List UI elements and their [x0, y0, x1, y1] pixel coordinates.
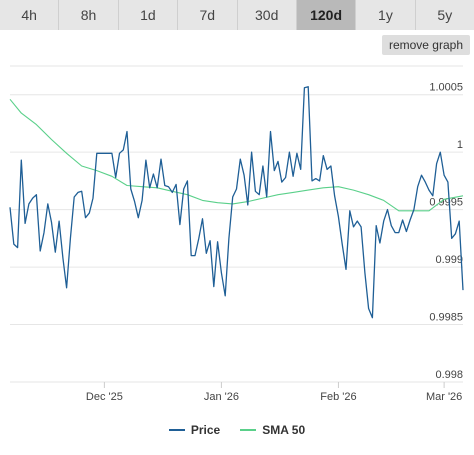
x-axis-labels: Dec '25 Jan '26 Feb '26 Mar '26 — [86, 382, 462, 403]
price-line — [9, 86, 464, 319]
tab-30d[interactable]: 30d — [237, 0, 297, 30]
tab-1d[interactable]: 1d — [118, 0, 179, 30]
tab-5y[interactable]: 5y — [415, 0, 474, 30]
legend-label-price: Price — [190, 423, 221, 437]
tab-4h[interactable]: 4h — [0, 0, 60, 30]
x-tick-label: Jan '26 — [204, 391, 239, 403]
y-tick-label: 1 — [457, 139, 463, 151]
y-tick-label: 0.9995 — [429, 197, 463, 209]
chart-legend: Price SMA 50 — [0, 420, 474, 440]
legend-item-price[interactable]: Price — [168, 423, 221, 437]
time-range-tabs: 4h 8h 1d 7d 30d 120d 1y 5y — [0, 0, 474, 30]
x-tick-label: Dec '25 — [86, 391, 123, 403]
x-tick-label: Feb '26 — [320, 391, 356, 403]
tab-8h[interactable]: 8h — [59, 0, 119, 30]
legend-swatch-sma — [240, 429, 257, 431]
tab-120d[interactable]: 120d — [296, 0, 357, 30]
y-tick-label: 0.9985 — [429, 312, 463, 324]
sma-50-line — [9, 98, 464, 212]
series-lines — [9, 86, 464, 319]
legend-item-sma[interactable]: SMA 50 — [240, 423, 305, 437]
x-tick-label: Mar '26 — [426, 391, 462, 403]
tab-7d[interactable]: 7d — [178, 0, 238, 30]
y-axis-labels: 0.998 0.9985 0.999 0.9995 1 1.0005 — [429, 82, 463, 381]
remove-graph-button[interactable]: remove graph — [381, 35, 470, 55]
legend-swatch-price — [168, 429, 185, 431]
legend-label-sma: SMA 50 — [262, 423, 306, 437]
y-tick-label: 0.999 — [435, 254, 463, 266]
y-tick-label: 0.998 — [435, 369, 463, 381]
tab-1y[interactable]: 1y — [356, 0, 416, 30]
grid-lines — [10, 65, 463, 383]
y-tick-label: 1.0005 — [429, 82, 463, 94]
